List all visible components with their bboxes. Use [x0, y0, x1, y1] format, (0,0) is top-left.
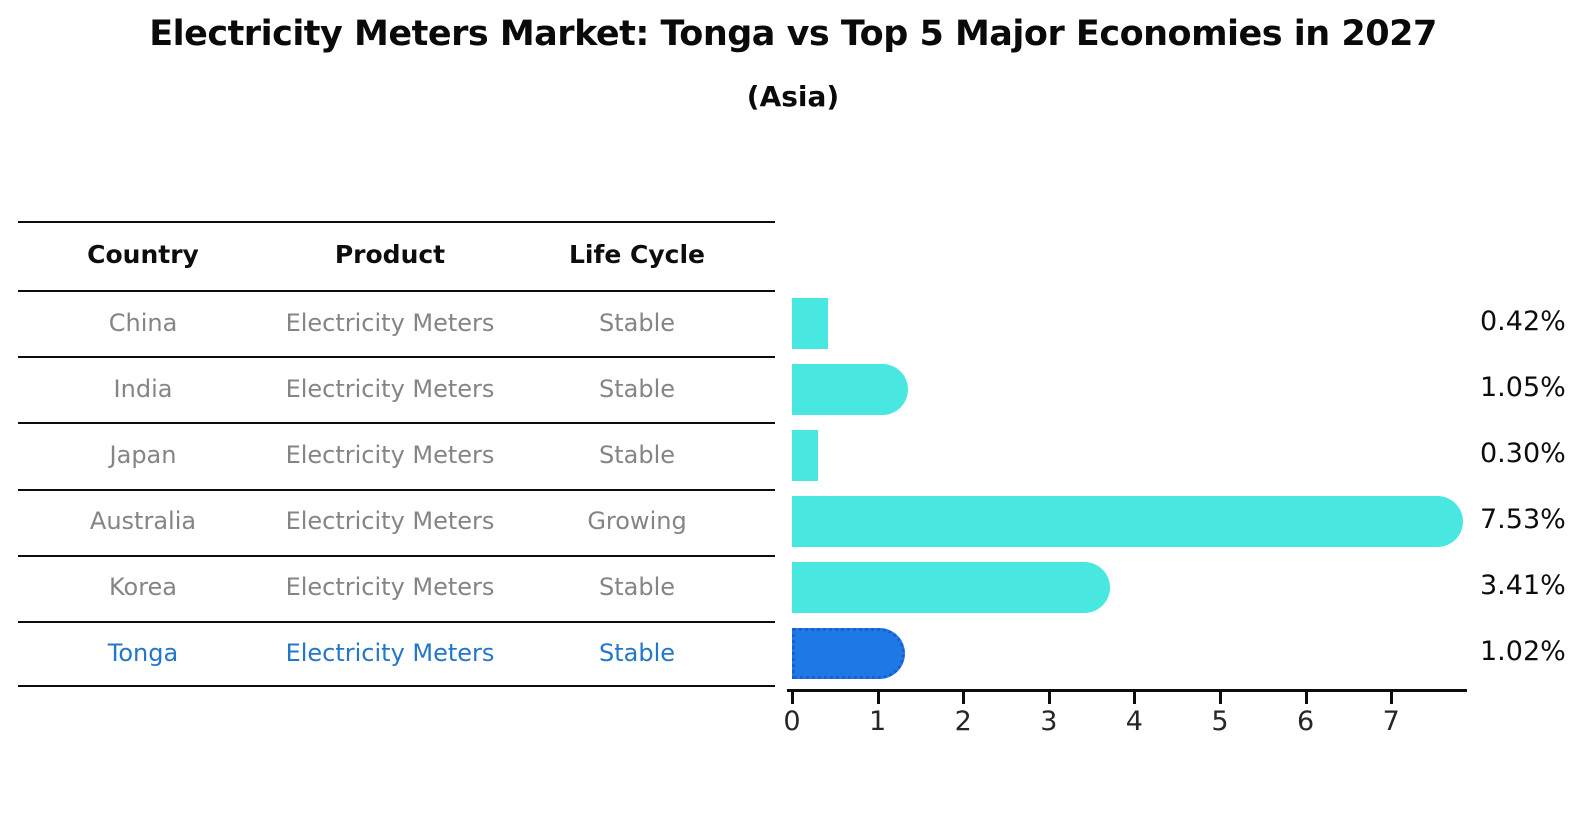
x-axis-tick: [791, 692, 794, 704]
x-axis-tick: [876, 692, 880, 704]
product-cell: Electricity Meters: [285, 573, 495, 601]
country-cell: India: [113, 375, 173, 403]
x-axis-tick: [1047, 692, 1051, 704]
product-cell: Electricity Meters: [285, 441, 495, 469]
x-axis-tick-label: 7: [1382, 706, 1400, 737]
bar-value-label: 1.02%: [1480, 636, 1566, 667]
row-separator-line: [18, 290, 775, 292]
row-separator-line: [18, 422, 775, 424]
table-header-country: Country: [87, 240, 199, 269]
row-separator-line: [18, 221, 775, 223]
x-axis-tick: [962, 692, 966, 704]
bar-value-label: 0.42%: [1480, 306, 1566, 337]
country-cell: Japan: [109, 441, 177, 469]
x-axis-tick: [1133, 692, 1137, 704]
row-separator-line: [18, 489, 775, 491]
lifecycle-cell: Stable: [598, 639, 676, 667]
x-axis-line: [787, 689, 1467, 692]
chart-title: Electricity Meters Market: Tonga vs Top …: [149, 14, 1437, 54]
bar-korea: [792, 561, 1110, 613]
x-axis-tick-label: 5: [1211, 706, 1229, 737]
country-cell: Australia: [89, 507, 197, 535]
bar-value-label: 7.53%: [1480, 504, 1566, 535]
country-cell: Korea: [108, 573, 178, 601]
bar-china: [792, 297, 828, 349]
x-axis-tick: [1219, 692, 1222, 704]
product-cell: Electricity Meters: [285, 375, 495, 403]
product-cell: Electricity Meters: [285, 639, 495, 667]
lifecycle-cell: Stable: [598, 573, 676, 601]
lifecycle-cell: Stable: [598, 441, 676, 469]
x-axis-tick-label: 6: [1297, 706, 1315, 737]
bar-tonga: [792, 627, 905, 679]
row-separator-line: [18, 356, 775, 358]
country-cell: Tonga: [107, 639, 179, 667]
bar-india: [792, 363, 908, 415]
row-separator-line: [18, 555, 775, 557]
bar-value-label: 1.05%: [1480, 372, 1566, 403]
bar-value-label: 0.30%: [1480, 438, 1566, 469]
x-axis-tick-label: 1: [869, 706, 887, 737]
x-axis-tick-label: 4: [1125, 706, 1143, 737]
bar-australia: [792, 495, 1463, 547]
product-cell: Electricity Meters: [285, 507, 495, 535]
lifecycle-cell: Stable: [598, 309, 676, 337]
table-header-lifecycle: Life Cycle: [568, 240, 706, 269]
table-header-product: Product: [334, 240, 446, 269]
lifecycle-cell: Growing: [587, 507, 687, 535]
row-separator-line: [18, 685, 775, 687]
row-separator-line: [18, 621, 775, 623]
bar-value-label: 3.41%: [1480, 570, 1566, 601]
x-axis-tick-label: 0: [783, 706, 801, 737]
x-axis-tick-label: 3: [1040, 706, 1058, 737]
bar-japan: [792, 429, 818, 481]
x-axis-tick-label: 2: [954, 706, 972, 737]
product-cell: Electricity Meters: [285, 309, 495, 337]
lifecycle-cell: Stable: [598, 375, 676, 403]
x-axis-tick: [1304, 692, 1308, 704]
country-cell: China: [108, 309, 178, 337]
chart-subtitle: (Asia): [746, 80, 840, 113]
x-axis-tick: [1390, 692, 1394, 704]
